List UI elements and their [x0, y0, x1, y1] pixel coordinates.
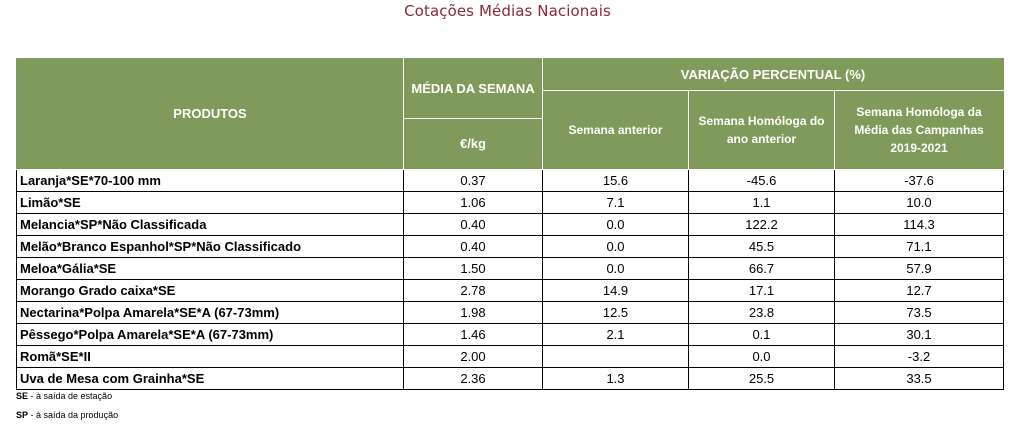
cell-product: Morango Grado caixa*SE — [16, 279, 404, 302]
header-variacao-percentual: VARIAÇÃO PERCENTUAL (%) — [541, 58, 1005, 91]
table-row: Nectarina*Polpa Amarela*SE*A (67-73mm) 1… — [16, 301, 1005, 324]
cell-semana-homologa: 0.1 — [688, 323, 835, 346]
cell-product: Meloa*Gália*SE — [16, 257, 404, 280]
cell-semana-homologa: -45.6 — [688, 169, 835, 192]
header-semana-anterior: Semana anterior — [542, 90, 689, 170]
cell-semana-anterior: 7.1 — [542, 191, 689, 214]
footnote-code: SE — [16, 391, 29, 401]
cell-semana-homologa-campanhas: 10.0 — [833, 191, 1005, 214]
cell-product: Romã*SE*II — [16, 345, 404, 368]
table-row: Pêssego*Polpa Amarela*SE*A (67-73mm) 1.4… — [16, 323, 1005, 346]
cell-media: 2.78 — [403, 279, 543, 302]
cell-semana-homologa-campanhas: -37.6 — [833, 169, 1005, 192]
footnote-se: SE - à saída de estação — [16, 391, 112, 401]
cell-media: 2.36 — [403, 367, 543, 390]
table-row: Uva de Mesa com Grainha*SE 2.36 1.3 25.5… — [16, 367, 1005, 390]
cell-semana-anterior: 0.0 — [542, 235, 689, 258]
cell-semana-homologa-campanhas: 71.1 — [833, 235, 1005, 258]
cell-semana-homologa: 122.2 — [688, 213, 835, 236]
table-row: Romã*SE*II 2.00 0.0 -3.2 — [16, 345, 1005, 368]
cell-semana-anterior: 1.3 — [542, 367, 689, 390]
cell-media: 0.37 — [403, 169, 543, 192]
cell-semana-homologa-campanhas: 12.7 — [833, 279, 1005, 302]
header-produtos: PRODUTOS — [16, 58, 404, 170]
footnote-code: SP — [16, 410, 29, 420]
cell-media: 2.00 — [403, 345, 543, 368]
cell-media: 0.40 — [403, 235, 543, 258]
cell-semana-homologa: 17.1 — [688, 279, 835, 302]
cell-product: Limão*SE — [16, 191, 404, 214]
cell-semana-homologa: 23.8 — [688, 301, 835, 324]
cell-semana-homologa: 45.5 — [688, 235, 835, 258]
cell-product: Melancia*SP*Não Classificada — [16, 213, 404, 236]
cell-product: Nectarina*Polpa Amarela*SE*A (67-73mm) — [16, 301, 404, 324]
cell-media: 1.50 — [403, 257, 543, 280]
cell-semana-anterior: 0.0 — [542, 257, 689, 280]
table-row: Morango Grado caixa*SE 2.78 14.9 17.1 12… — [16, 279, 1005, 302]
table-row: Laranja*SE*70-100 mm 0.37 15.6 -45.6 -37… — [16, 169, 1005, 192]
footnote-text: - à saída da produção — [28, 410, 119, 420]
cell-semana-homologa-campanhas: 57.9 — [833, 257, 1005, 280]
footnote-sp: SP - à saída da produção — [16, 410, 118, 420]
cell-product: Laranja*SE*70-100 mm — [16, 169, 404, 192]
header-media-semana: MÉDIA DA SEMANA — [403, 58, 543, 119]
table-row: Melão*Branco Espanhol*SP*Não Classificad… — [16, 235, 1005, 258]
cell-semana-anterior: 12.5 — [542, 301, 689, 324]
header-semana-homologa: Semana Homóloga do ano anterior — [688, 90, 835, 170]
cell-media: 1.06 — [403, 191, 543, 214]
cell-semana-anterior: 0.0 — [542, 213, 689, 236]
cell-semana-homologa-campanhas: 33.5 — [833, 367, 1005, 390]
table-row: Limão*SE 1.06 7.1 1.1 10.0 — [16, 191, 1005, 214]
page-title: Cotações Médias Nacionais — [404, 2, 611, 20]
cell-semana-homologa-campanhas: 73.5 — [833, 301, 1005, 324]
table-row: Melancia*SP*Não Classificada 0.40 0.0 12… — [16, 213, 1005, 236]
cell-semana-homologa-campanhas: 114.3 — [833, 213, 1005, 236]
cell-semana-anterior — [542, 345, 689, 368]
cell-semana-homologa-campanhas: 30.1 — [833, 323, 1005, 346]
cell-semana-homologa: 66.7 — [688, 257, 835, 280]
cell-product: Uva de Mesa com Grainha*SE — [16, 367, 404, 390]
cell-product: Melão*Branco Espanhol*SP*Não Classificad… — [16, 235, 404, 258]
cell-semana-homologa: 1.1 — [688, 191, 835, 214]
cell-semana-anterior: 15.6 — [542, 169, 689, 192]
header-unit: €/kg — [403, 118, 543, 170]
table-row: Meloa*Gália*SE 1.50 0.0 66.7 57.9 — [16, 257, 1005, 280]
cell-semana-anterior: 14.9 — [542, 279, 689, 302]
prices-table: PRODUTOS MÉDIA DA SEMANA VARIAÇÃO PERCEN… — [16, 58, 1005, 390]
cell-semana-homologa: 0.0 — [688, 345, 835, 368]
cell-media: 0.40 — [403, 213, 543, 236]
footnote-text: - à saída de estação — [28, 391, 113, 401]
cell-product: Pêssego*Polpa Amarela*SE*A (67-73mm) — [16, 323, 404, 346]
cell-semana-homologa-campanhas: -3.2 — [833, 345, 1005, 368]
cell-semana-homologa: 25.5 — [688, 367, 835, 390]
cell-semana-anterior: 2.1 — [542, 323, 689, 346]
cell-media: 1.46 — [403, 323, 543, 346]
header-semana-homologa-campanhas: Semana Homóloga da Média das Campanhas 2… — [833, 90, 1005, 170]
cell-media: 1.98 — [403, 301, 543, 324]
